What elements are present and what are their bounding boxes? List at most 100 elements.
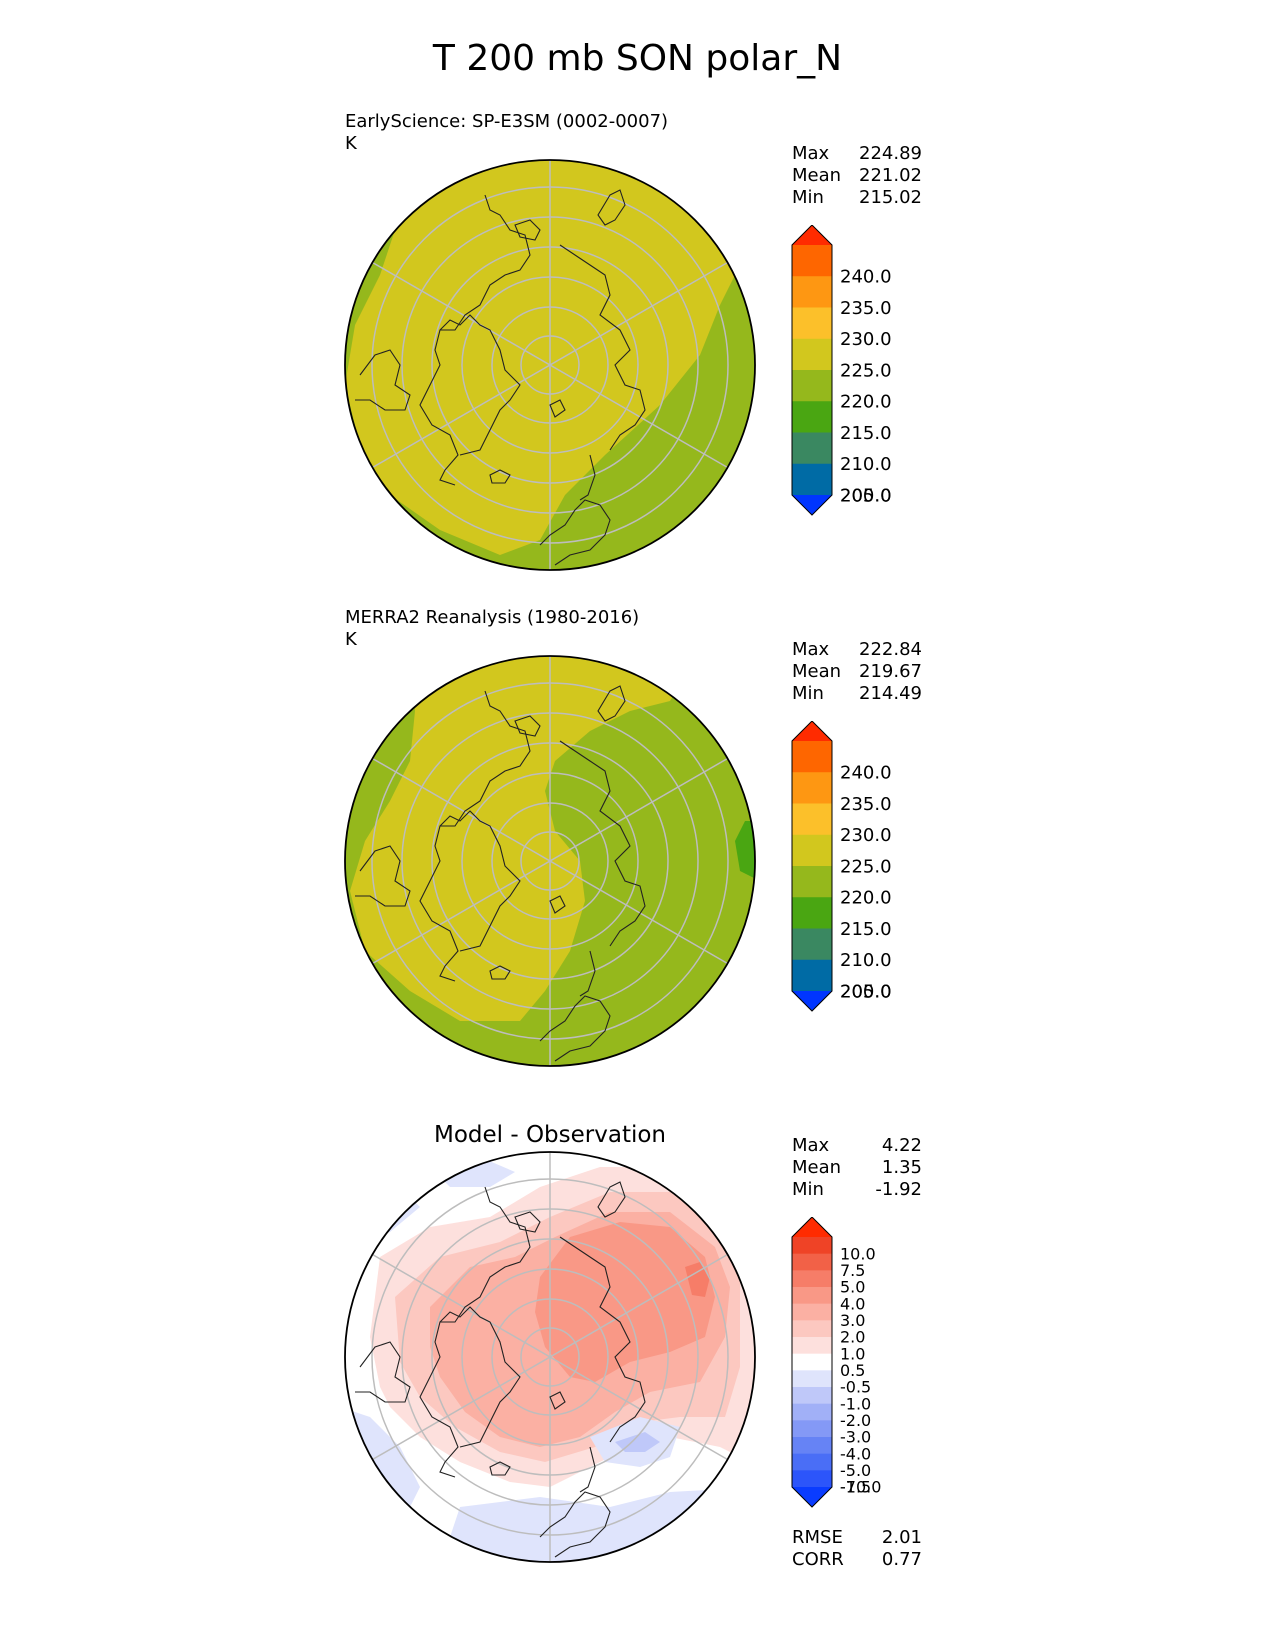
colorbar-tick-label: 3.0 [840,1311,865,1330]
colorbar-tick-label: -1.0 [840,1394,871,1413]
colorbar-swatch [792,1453,832,1471]
colorbar-swatch [792,307,832,340]
panel1-polar-map [344,159,756,571]
colorbar-tick-label: 210.0 [840,454,892,475]
colorbar-tick-label: 4.0 [840,1294,865,1313]
colorbar-swatch [792,803,832,836]
colorbar-swatch [792,495,832,515]
colorbar-swatch [792,1370,832,1388]
figure-title: T 200 mb SON polar_N [432,38,843,79]
colorbar-swatch [792,245,832,277]
colorbar-swatch [792,276,832,308]
field-220-225 [350,656,700,1021]
colorbar-tick-label: 235.0 [840,794,892,815]
colorbar-swatch [792,772,832,804]
colorbar-swatch [792,1287,832,1305]
panel3-error-stats: RMSE 2.01 CORR 0.77 [792,1527,922,1571]
graticule [371,160,729,570]
colorbar-tick-label: -10.0 [840,1478,881,1497]
stat-value: -1.92 [875,1179,922,1200]
stat-value: 224.89 [859,143,922,164]
stat-label: Max [792,639,830,660]
colorbar-tick-label: 1.0 [840,1344,865,1363]
stat-value: 2.01 [881,1527,922,1548]
map-boundary [344,159,756,571]
colorbar-swatch [792,370,832,402]
colorbar-swatch [792,1337,832,1355]
panel3-colorbar: 10.07.55.04.03.02.01.00.5-0.5-1.0-2.0-3.… [791,1217,881,1508]
stat-label: Mean [792,661,842,682]
colorbar-tick-label: 215.0 [840,423,892,444]
colorbar-swatch [792,463,832,496]
colorbar-tick-label: 230.0 [840,329,892,350]
colorbar-tick-label: 240.0 [840,763,892,784]
colorbar-swatch [792,401,832,433]
stat-label: Min [792,1179,824,1200]
colorbar-outline [791,225,833,516]
panel2-stats: Max 222.84 Mean 219.67 Min 214.49 [792,639,922,705]
colorbar-tick-label: 7.5 [840,1261,865,1280]
colorbar-swatch [792,1387,832,1405]
colorbar-swatch [792,1217,832,1237]
stat-label: Mean [792,1157,842,1178]
coastlines [355,685,646,1062]
colorbar-tick-label: 220.0 [840,392,892,413]
colorbar-swatch [792,1420,832,1438]
colorbar-swatch [792,721,832,741]
field-4-5 [685,1262,710,1297]
panel3-stats: Max 4.22 Mean 1.35 Min -1.92 [792,1135,922,1201]
colorbar-swatch [792,928,832,961]
panel3-polar-map [344,1151,756,1563]
stat-value: 221.02 [859,165,922,186]
colorbar-swatch [792,1320,832,1338]
colorbar-swatch [792,991,832,1011]
colorbar-outline [791,721,833,1012]
stat-value: 222.84 [859,639,922,660]
stat-value: 1.35 [881,1157,922,1178]
stat-value: 219.67 [859,661,922,682]
stat-value: 215.02 [859,187,922,208]
colorbar-tick-label: 240.0 [840,267,892,288]
colorbar-swatch [792,1487,832,1507]
colorbar-tick-label: 220.0 [840,888,892,909]
colorbar-tick-label: -7.5 [840,1478,871,1497]
colorbar-swatch [792,1470,832,1488]
stat-value: 214.49 [859,683,922,704]
panel1-units: K [345,133,357,154]
stat-label: Min [792,683,824,704]
stat-value: 0.77 [881,1549,922,1570]
colorbar-swatch [792,1253,832,1271]
colorbar-swatch [792,834,832,867]
colorbar-tick-label: 225.0 [840,856,892,877]
panel2-title: MERRA2 Reanalysis (1980-2016) K [345,607,639,651]
panel2-colorbar: 240.0 235.0 230.0 225.0 220.0 215.0 210.0 205.0… [791,721,892,1012]
panel1-title: EarlyScience: SP-E3SM (0002-0007) K [345,111,668,155]
colorbar-tick-label: 0.5 [840,1361,865,1380]
panel1-colorbar: 240.0 235.0 230.0 225.0 220.0 215.0 210.0 205.0… [791,225,892,516]
stat-label: RMSE [792,1527,843,1548]
colorbar-tick-label: 200.0 [840,485,892,506]
map-boundary [344,1151,756,1563]
colorbar-swatch [792,432,832,465]
coastlines [355,1181,646,1558]
colorbar-swatch [792,1270,832,1288]
colorbar-swatch [792,338,832,371]
colorbar-outline [791,1217,833,1508]
panel2-units: K [345,629,357,650]
colorbar-tick-label: -0.5 [840,1378,871,1397]
stat-label: CORR [792,1549,844,1570]
field-220-225 [345,160,755,555]
graticule [371,1152,729,1562]
panel1-stats: Max 224.89 Mean 221.02 Min 215.02 [792,143,922,209]
colorbar-tick-label: 235.0 [840,298,892,319]
colorbar-swatch [792,225,832,245]
field-3-4 [535,1222,715,1382]
colorbar-swatch [792,741,832,773]
stat-label: Max [792,143,830,164]
colorbar-swatch [792,1437,832,1455]
panel3-title: Model - Observation [433,1122,667,1148]
colorbar-tick-label: 205.0 [840,981,892,1002]
panel2-polar-map [344,655,756,1067]
colorbar-tick-label: 225.0 [840,360,892,381]
graticule [371,656,729,1066]
